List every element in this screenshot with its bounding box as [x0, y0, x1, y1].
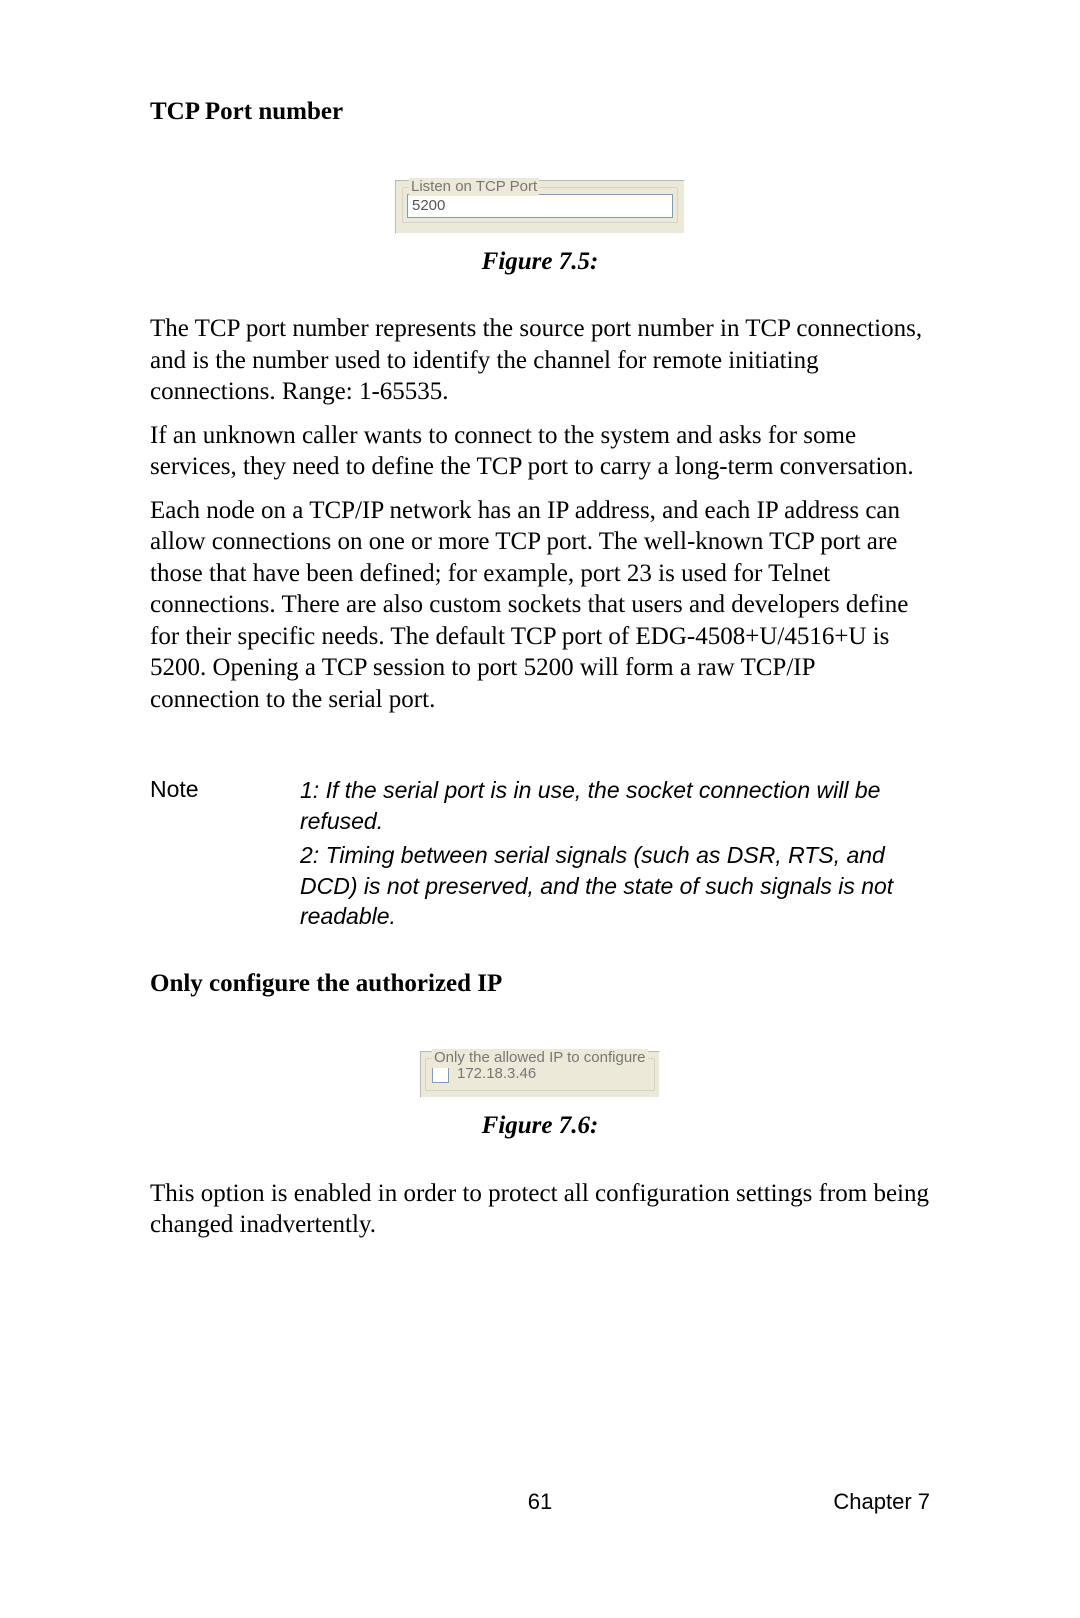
- tcp-port-legend: Listen on TCP Port: [409, 178, 539, 197]
- figure-7-6-caption: Figure 7.6:: [150, 1110, 930, 1142]
- paragraph-3: Each node on a TCP/IP network has an IP …: [150, 495, 930, 716]
- allowed-ip-legend: Only the allowed IP to configure: [432, 1049, 648, 1068]
- note-block: Note 1: If the serial port is in use, th…: [150, 775, 930, 932]
- note-item-1: 1: If the serial port is in use, the soc…: [300, 777, 880, 834]
- paragraph-4: This option is enabled in order to prote…: [150, 1178, 930, 1241]
- section-heading-ip: Only configure the authorized IP: [150, 968, 930, 1000]
- note-body: 1: If the serial port is in use, the soc…: [300, 775, 930, 932]
- tcp-port-fieldset: Listen on TCP Port: [402, 187, 678, 223]
- allowed-ip-row: 172.18.3.46: [430, 1065, 650, 1086]
- figure-7-5-box: Listen on TCP Port: [395, 180, 685, 234]
- paragraph-1: The TCP port number represents the sourc…: [150, 313, 930, 408]
- allowed-ip-fieldset: Only the allowed IP to configure 172.18.…: [425, 1058, 655, 1091]
- note-label: Note: [150, 775, 300, 804]
- figure-7-6-box: Only the allowed IP to configure 172.18.…: [420, 1051, 660, 1098]
- note-item-2: 2: Timing between serial signals (such a…: [300, 840, 930, 932]
- document-page: TCP Port number Listen on TCP Port Figur…: [0, 0, 1080, 1618]
- page-number: 61: [150, 1488, 930, 1516]
- page-footer: 61 Chapter 7: [150, 1488, 930, 1516]
- figure-7-5-caption: Figure 7.5:: [150, 246, 930, 278]
- paragraph-2: If an unknown caller wants to connect to…: [150, 420, 930, 483]
- section-heading-tcp: TCP Port number: [150, 96, 930, 128]
- tcp-port-input[interactable]: [407, 194, 673, 218]
- allowed-ip-checkbox[interactable]: [432, 1066, 449, 1083]
